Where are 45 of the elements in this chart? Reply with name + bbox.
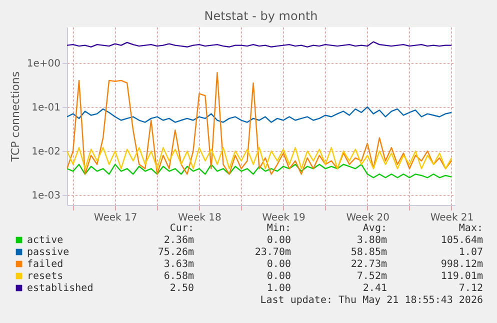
text: Min: <box>266 223 291 234</box>
legend-label: failed <box>27 259 64 270</box>
y-tick-label: 1e-01 <box>32 102 60 114</box>
text: 7.52m <box>356 271 387 282</box>
text: Cur: <box>170 223 194 234</box>
text: 0.00 <box>266 235 291 246</box>
x-tick-label: Week 18 <box>178 212 222 224</box>
text: 3.80m <box>356 235 387 246</box>
text: 1.07 <box>458 247 483 258</box>
line-series <box>67 164 452 178</box>
y-axis-title: TCP connections <box>8 71 22 163</box>
text: 2.41 <box>362 283 387 294</box>
text: 105.64m <box>440 235 483 246</box>
y-tick-label: 1e-03 <box>32 190 60 202</box>
text: 2.36m <box>164 235 194 246</box>
x-tick-label: Week 21 <box>430 212 474 224</box>
text: 7.12 <box>458 283 483 294</box>
text: 6.58m <box>164 271 194 282</box>
legend-label: passive <box>27 247 70 258</box>
text: 0.00 <box>266 271 291 282</box>
text: 998.12m <box>440 259 483 270</box>
chart-title: Netstat - by month <box>204 9 318 23</box>
text: 0.00 <box>266 259 291 270</box>
y-tick-label: 1e-02 <box>32 146 60 158</box>
text: 3.63m <box>164 259 194 270</box>
legend-label: resets <box>27 271 64 282</box>
text: 1.00 <box>266 283 291 294</box>
text: 23.70m <box>254 247 291 258</box>
text: 22.73m <box>350 259 387 270</box>
legend-label: active <box>27 235 64 246</box>
text: Avg: <box>362 223 387 234</box>
y-tick-label: 1e+00 <box>26 58 60 70</box>
line-series <box>67 106 452 123</box>
legend-label: established <box>27 283 94 294</box>
text: 75.26m <box>158 247 194 258</box>
x-tick-label: Week 19 <box>262 212 306 224</box>
text: 58.85m <box>350 247 387 258</box>
text: 119.01m <box>440 271 483 282</box>
x-tick-label: Week 20 <box>346 212 390 224</box>
x-tick-label: Week 17 <box>94 212 138 224</box>
text: Max: <box>458 223 483 234</box>
line-series <box>67 72 452 175</box>
text: Last update: Thu May 21 18:55:43 2026 <box>260 295 483 306</box>
text: 2.50 <box>170 283 194 294</box>
line-series <box>67 147 452 170</box>
